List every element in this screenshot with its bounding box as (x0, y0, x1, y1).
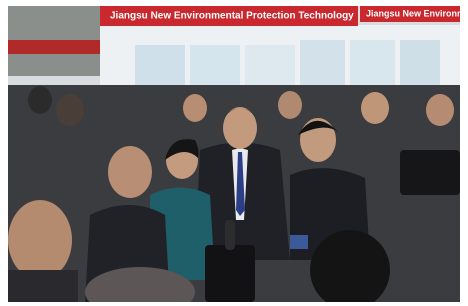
scene: Jiangsu New Environmental Protection Tec… (8, 6, 468, 306)
person (361, 92, 389, 124)
person (56, 94, 84, 126)
camera (400, 150, 460, 195)
person (28, 86, 52, 114)
camera (205, 245, 255, 302)
face (108, 146, 152, 198)
face (223, 107, 257, 149)
person (278, 91, 302, 119)
microphone (225, 220, 235, 250)
suit (8, 270, 78, 302)
person (426, 94, 454, 126)
banner-text: Jiangsu New Environmental Protection Tec… (110, 11, 354, 22)
left-sign (8, 40, 103, 54)
page: {"banners": ["Jiangsu New Environmental … (0, 0, 468, 306)
person (183, 94, 207, 122)
photo: Jiangsu New Environmental Protection Tec… (0, 0, 468, 306)
phone (290, 235, 308, 249)
face (8, 200, 72, 280)
banner-text: Jiangsu New Environme (366, 8, 468, 18)
